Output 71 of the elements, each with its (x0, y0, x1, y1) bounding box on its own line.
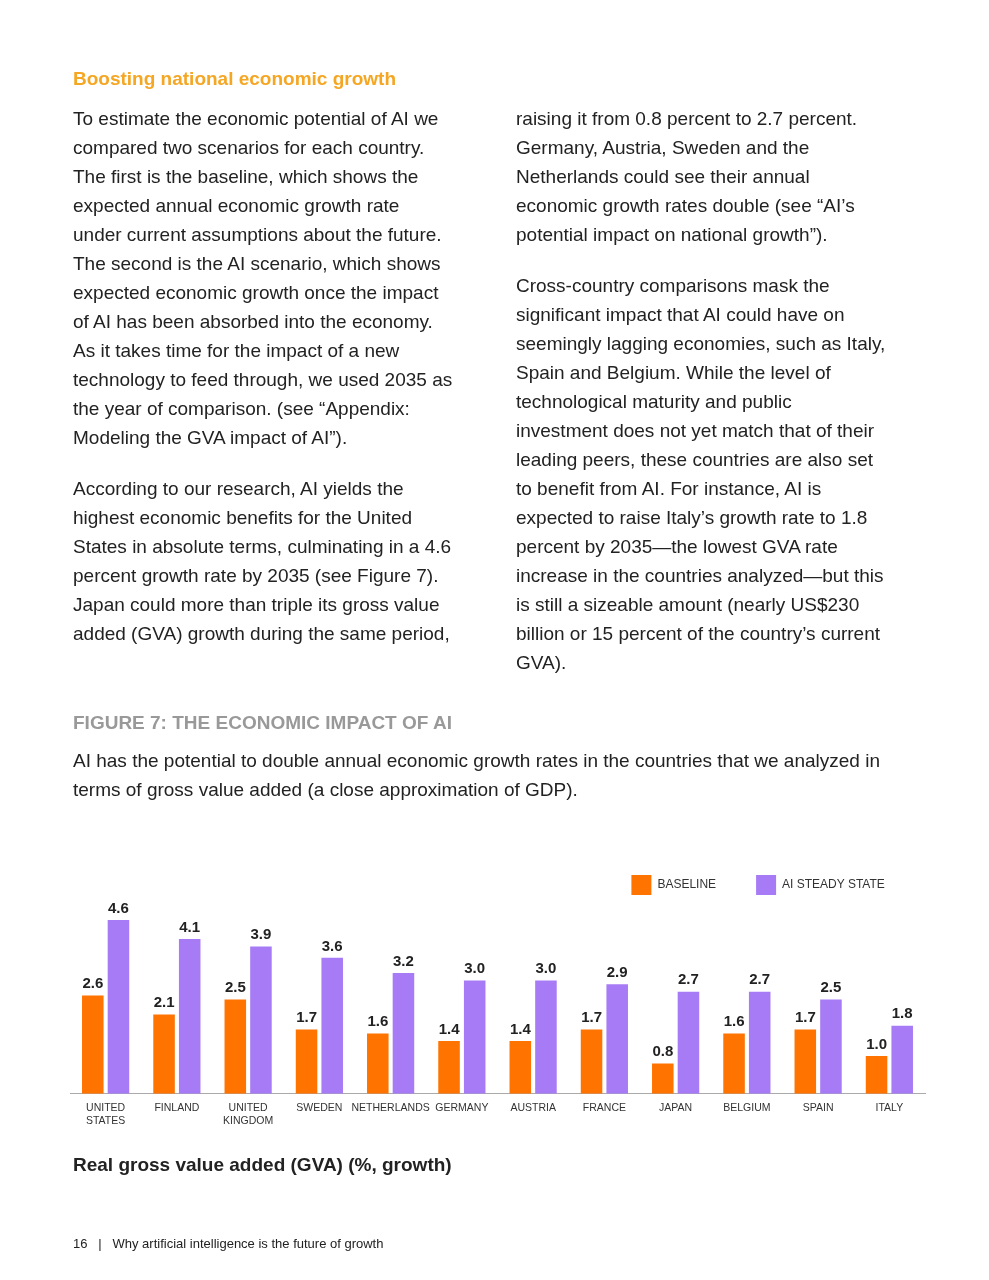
legend-label: BASELINE (657, 877, 717, 892)
x-tick-label: BELGIUM (723, 1100, 771, 1113)
x-tick-label: UNITED STATES (85, 1100, 126, 1126)
data-label: 2.5 (820, 978, 842, 996)
data-label: 2.7 (678, 970, 699, 988)
data-label: 3.0 (535, 959, 557, 977)
bar (250, 946, 272, 1094)
data-label: 1.0 (866, 1034, 887, 1052)
x-tick-label: GERMANY (435, 1100, 489, 1113)
text: Cross-country comparisons mask the significant impact that AI could have on seemingly lagging economies, such as Italy, Spain and Belgium. While the level of technological maturity and public investment does not yet match that of their leading peers, these countries are also set to benefit from AI. For instance, AI is expected to raise Italy’s growth rate to 1.8 percent by 2035—the lowest GVA rate increase in the countries analyzed—but this is still a sizeable amount (nearly US$230 billion or 15 percent of the country’s current GVA). (516, 275, 886, 673)
data-label: 3.2 (393, 951, 414, 969)
bar (438, 1040, 460, 1094)
legend-label: AI STEADY STATE (782, 877, 885, 892)
bar (82, 995, 104, 1094)
bar (509, 1040, 532, 1094)
text: Boosting national economic growth (73, 68, 396, 90)
bar (820, 999, 842, 1094)
bar (178, 938, 201, 1094)
bar (367, 1033, 389, 1094)
text: According to our research, AI yields the highest economic benefits for the United States in absolute terms, culminating in a 4.6 percent growth rate by 2035 (see Figure 7). Japan could more than triple its gross value added (GVA) growth during the same period, (73, 477, 453, 646)
chart-subtitle: AI has the potential to double annual economic growth rates in the countries that we analyzed in terms of gross value added (a close approximation of GDP). (73, 749, 881, 802)
x-tick-label: SPAIN (802, 1100, 834, 1113)
bar (677, 991, 700, 1094)
text: raising it from 0.8 percent to 2.7 percent. Germany, Austria, Sweden and the Netherlands could see their annual economic growth rates double (see “AI’s potential impact on national growth”). (516, 107, 859, 247)
data-label: 1.8 (891, 1004, 913, 1022)
data-label: 1.7 (794, 1008, 816, 1026)
x-tick-label: ITALY (875, 1100, 904, 1113)
data-label: 2.6 (82, 974, 104, 992)
bar (224, 999, 247, 1094)
data-label: 4.6 (108, 898, 129, 916)
data-label: 2.7 (749, 970, 771, 988)
data-label: 1.6 (723, 1012, 745, 1030)
x-tick-label: NETHERLANDS (351, 1100, 430, 1113)
data-label: 2.9 (606, 962, 628, 980)
x-tick-label: SWEDEN (296, 1100, 343, 1113)
bar (723, 1033, 745, 1094)
data-label: 3.6 (321, 936, 343, 954)
data-label: 3.9 (250, 925, 272, 943)
bar (535, 980, 557, 1094)
x-tick-label: FINLAND (154, 1100, 200, 1113)
data-label: 1.6 (367, 1012, 389, 1030)
text: Real gross value added (GVA) (%, growth) (73, 1154, 452, 1176)
bar (891, 1025, 913, 1094)
data-label: 1.4 (438, 1019, 461, 1037)
data-label: 3.0 (464, 959, 486, 977)
bar (794, 1029, 817, 1094)
bar (652, 1063, 674, 1094)
x-tick-label: AUSTRIA (510, 1100, 556, 1113)
bar (153, 1014, 175, 1094)
text: To estimate the economic potential of AI we compared two scenarios for each country. The first is the baseline, which shows the expected annual economic growth rate under current assumptions about the future. The second is the AI scenario, which shows expected economic growth once the impact of AI has been absorbed into the economy. As it takes time for the impact of a new technology to feed through, we used 2035 as the year of comparison. (see “Appendix: Modeling the GVA impact of AI”). (73, 108, 453, 448)
text: 16 | Why artificial intelligence is the future of growth (73, 1236, 384, 1251)
data-label: 2.1 (153, 993, 175, 1011)
bar (107, 920, 130, 1094)
bar (463, 980, 486, 1094)
bar (606, 984, 628, 1094)
bar (580, 1029, 603, 1094)
data-label: 0.8 (652, 1042, 674, 1060)
bar (321, 957, 343, 1094)
bar (392, 972, 415, 1094)
x-tick-label: FRANCE (582, 1100, 626, 1113)
chart-title: FIGURE 7: THE ECONOMIC IMPACT OF AI (73, 712, 452, 734)
x-tick-label: JAPAN (659, 1100, 693, 1113)
data-label: 2.5 (224, 978, 246, 996)
bar (295, 1029, 318, 1094)
bar (865, 1056, 888, 1094)
data-label: 1.4 (509, 1019, 532, 1037)
data-label: 4.1 (179, 917, 201, 935)
x-tick-label: UNITED KINGDOM (223, 1100, 274, 1126)
data-label: 1.7 (581, 1008, 602, 1026)
data-label: 1.7 (296, 1008, 317, 1026)
bar (748, 991, 771, 1094)
